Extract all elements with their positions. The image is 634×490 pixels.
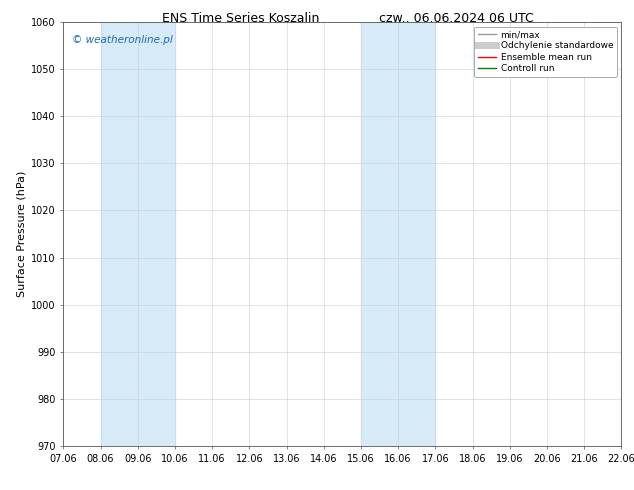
Text: ENS Time Series Koszalin: ENS Time Series Koszalin — [162, 12, 320, 25]
Bar — [621, 22, 634, 446]
Legend: min/max, Odchylenie standardowe, Ensemble mean run, Controll run: min/max, Odchylenie standardowe, Ensembl… — [474, 26, 617, 76]
Y-axis label: Surface Pressure (hPa): Surface Pressure (hPa) — [17, 171, 27, 297]
Text: czw.. 06.06.2024 06 UTC: czw.. 06.06.2024 06 UTC — [379, 12, 534, 25]
Text: © weatheronline.pl: © weatheronline.pl — [72, 35, 172, 45]
Bar — [101, 22, 175, 446]
Bar — [361, 22, 436, 446]
